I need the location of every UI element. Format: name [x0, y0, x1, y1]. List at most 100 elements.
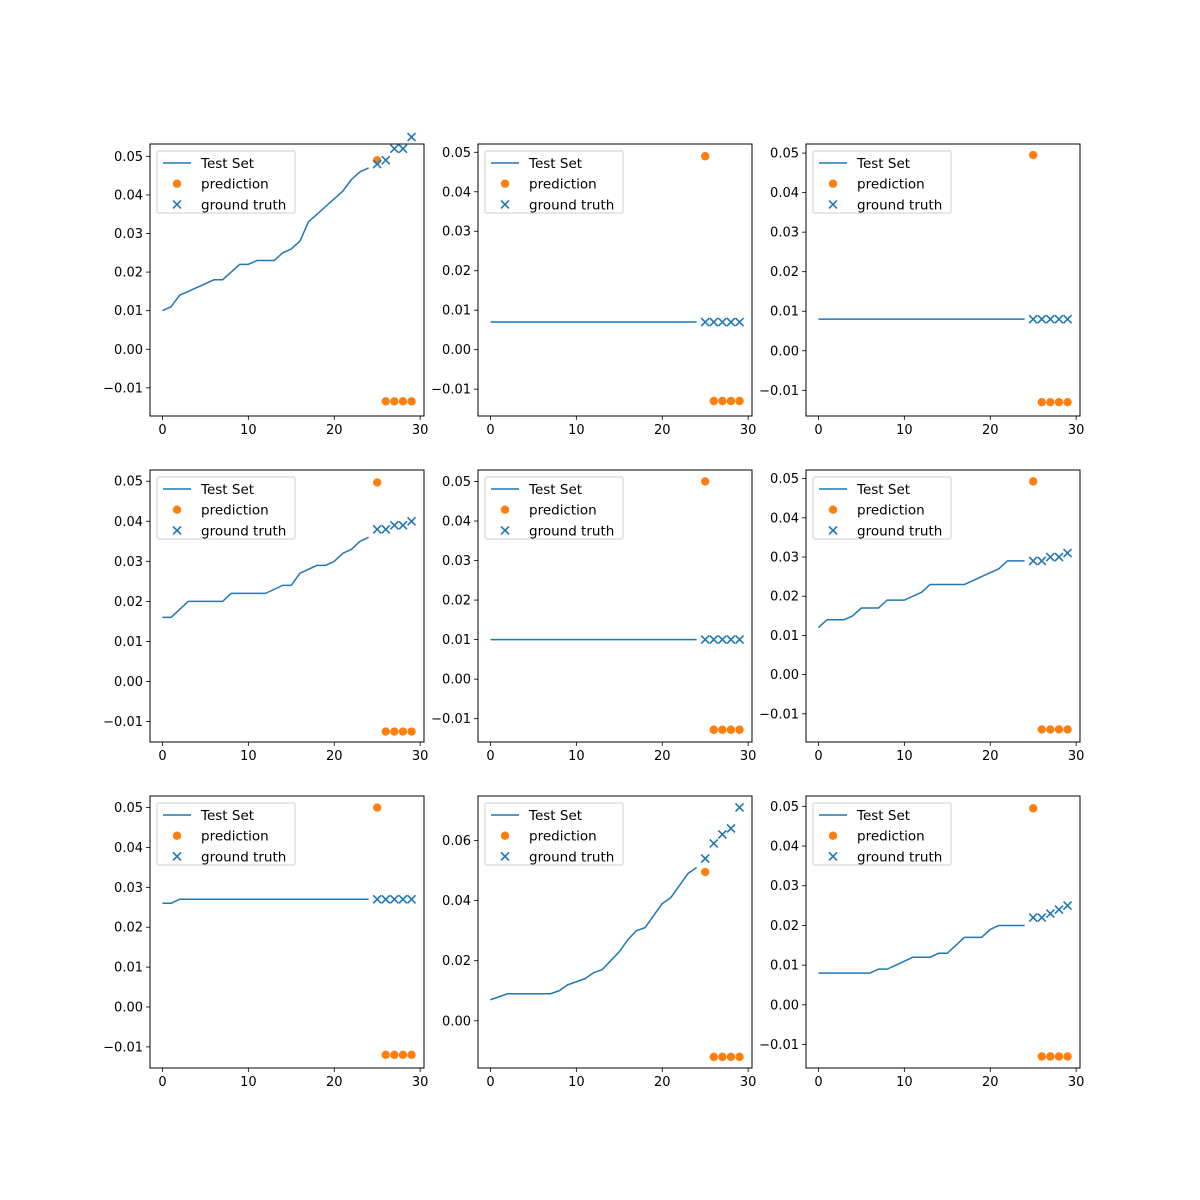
ground-truth-point [734, 802, 745, 812]
ground-truth-point [1028, 912, 1038, 923]
y-tick-label: 0.03 [770, 879, 799, 894]
y-tick-label: −0.01 [103, 381, 143, 396]
y-tick-label: 0.03 [442, 225, 471, 240]
ground-truth-point [1037, 314, 1047, 324]
y-tick-label: 0.01 [442, 633, 471, 648]
prediction-point [1037, 725, 1046, 734]
y-tick-label: 0.03 [114, 555, 143, 570]
prediction-point [1054, 725, 1064, 734]
x-tick-label: 20 [654, 423, 671, 438]
legend-item-test-set-label: Test Set [200, 482, 254, 498]
ground-truth-point [726, 635, 736, 645]
ground-truth-point [1054, 904, 1064, 915]
y-tick-label: 0.04 [114, 515, 143, 530]
legend-x-swatch [500, 199, 510, 209]
ground-truth-point [372, 524, 382, 534]
legend-item-prediction-label: prediction [201, 829, 269, 845]
y-tick-label: −0.01 [759, 1038, 799, 1053]
prediction-point [726, 396, 736, 406]
ground-truth-point [717, 829, 727, 840]
legend-item-ground-truth-label: ground truth [857, 197, 942, 213]
prediction-point [1063, 725, 1072, 734]
y-tick-label: 0.02 [770, 919, 799, 934]
ground-truth-point [700, 317, 710, 327]
legend-dot-swatch [828, 505, 838, 514]
ground-truth-point [709, 317, 719, 327]
y-tick-label: 0.00 [114, 343, 143, 358]
prediction-point [1046, 397, 1055, 407]
legend: Test Set prediction ground truth [484, 150, 624, 214]
x-tick-label: 0 [814, 423, 822, 438]
x-tick-label: 20 [654, 749, 671, 764]
y-tick-label: 0.01 [114, 304, 143, 319]
x-tick-label: 30 [740, 1075, 757, 1090]
x-tick-label: 0 [486, 749, 494, 764]
ground-truth-point [1028, 314, 1038, 324]
y-tick-label: 0.05 [442, 475, 471, 490]
legend-box [812, 150, 952, 214]
prediction-point [381, 727, 390, 736]
y-tick-label: 0.05 [114, 801, 143, 816]
legend-item-ground-truth-label: ground truth [857, 523, 942, 539]
x-tick-label: 20 [982, 749, 999, 764]
ground-truth-point [1028, 556, 1038, 566]
y-tick-label: 0.00 [114, 1000, 143, 1015]
legend-x-swatch [500, 525, 510, 535]
prediction-point [407, 727, 416, 736]
legend-x-swatch [828, 525, 838, 535]
legend-item-test-set-label: Test Set [856, 808, 910, 824]
prediction-point [709, 725, 718, 734]
legend-item-prediction-label: prediction [857, 177, 925, 193]
y-tick-label: 0.03 [114, 227, 143, 242]
legend-item-test-set-label: Test Set [856, 156, 910, 172]
test-set-line [162, 898, 369, 905]
y-tick-label: 0.01 [114, 635, 143, 650]
subplot-7: 0 10 20 30 −0.01 0.00 0.01 0.02 0.03 0.04 0.05 Test… [103, 795, 428, 1090]
legend-box [484, 150, 624, 214]
ground-truth-point [700, 635, 710, 645]
prediction-point [398, 397, 408, 406]
legend-item-ground-truth-label: ground truth [201, 849, 286, 865]
ground-truth-point [1062, 314, 1073, 324]
legend: Test Set prediction ground truth [812, 150, 952, 214]
axes-frame [805, 795, 1081, 1069]
y-tick-label: −0.01 [431, 712, 471, 727]
ground-truth-point [372, 894, 382, 904]
subplot-grid: 0 10 20 30 −0.01 0.00 0.01 0.02 0.03 0.04 0.05 Test… [103, 132, 1085, 1090]
y-tick-label: −0.01 [431, 383, 471, 398]
ground-truth-point [1037, 912, 1047, 923]
axes-frame [149, 795, 425, 1069]
legend-item-prediction-label: prediction [857, 829, 925, 845]
prediction-point [1063, 1052, 1072, 1061]
y-tick-label: 0.04 [114, 188, 143, 203]
ground-truth-point [700, 853, 710, 864]
legend-item-prediction-label: prediction [201, 177, 269, 193]
prediction-point [700, 152, 710, 161]
x-tick-label: 30 [1068, 1075, 1085, 1090]
prediction-point [718, 725, 727, 734]
subplot-5: 0 10 20 30 −0.01 0.00 0.01 0.02 0.03 0.04 0.05 Test… [431, 469, 756, 764]
y-tick-label: 0.03 [442, 554, 471, 569]
legend-item-ground-truth-label: ground truth [529, 849, 614, 865]
ground-truth-point [406, 894, 417, 904]
x-tick-label: 20 [982, 1075, 999, 1090]
x-tick-label: 0 [486, 1075, 494, 1090]
subplot-1: 0 10 20 30 −0.01 0.00 0.01 0.02 0.03 0.04 0.05 Test… [103, 132, 428, 438]
axes-frame [805, 143, 1081, 417]
test-set-line [818, 924, 1025, 974]
legend-dot-swatch [172, 505, 182, 514]
prediction-point [407, 397, 416, 406]
y-tick-label: 0.05 [114, 475, 143, 490]
y-tick-label: 0.01 [770, 629, 799, 644]
axes-frame [805, 469, 1081, 743]
ground-truth-point [389, 894, 399, 904]
x-tick-label: 0 [158, 749, 166, 764]
y-tick-label: 0.02 [114, 266, 143, 281]
y-tick-label: 0.05 [770, 147, 799, 162]
y-tick-label: 0.02 [442, 954, 471, 969]
legend-box [812, 802, 952, 866]
x-tick-label: 20 [982, 423, 999, 438]
prediction-point [1046, 1052, 1055, 1061]
legend-item-test-set-label: Test Set [528, 808, 582, 824]
